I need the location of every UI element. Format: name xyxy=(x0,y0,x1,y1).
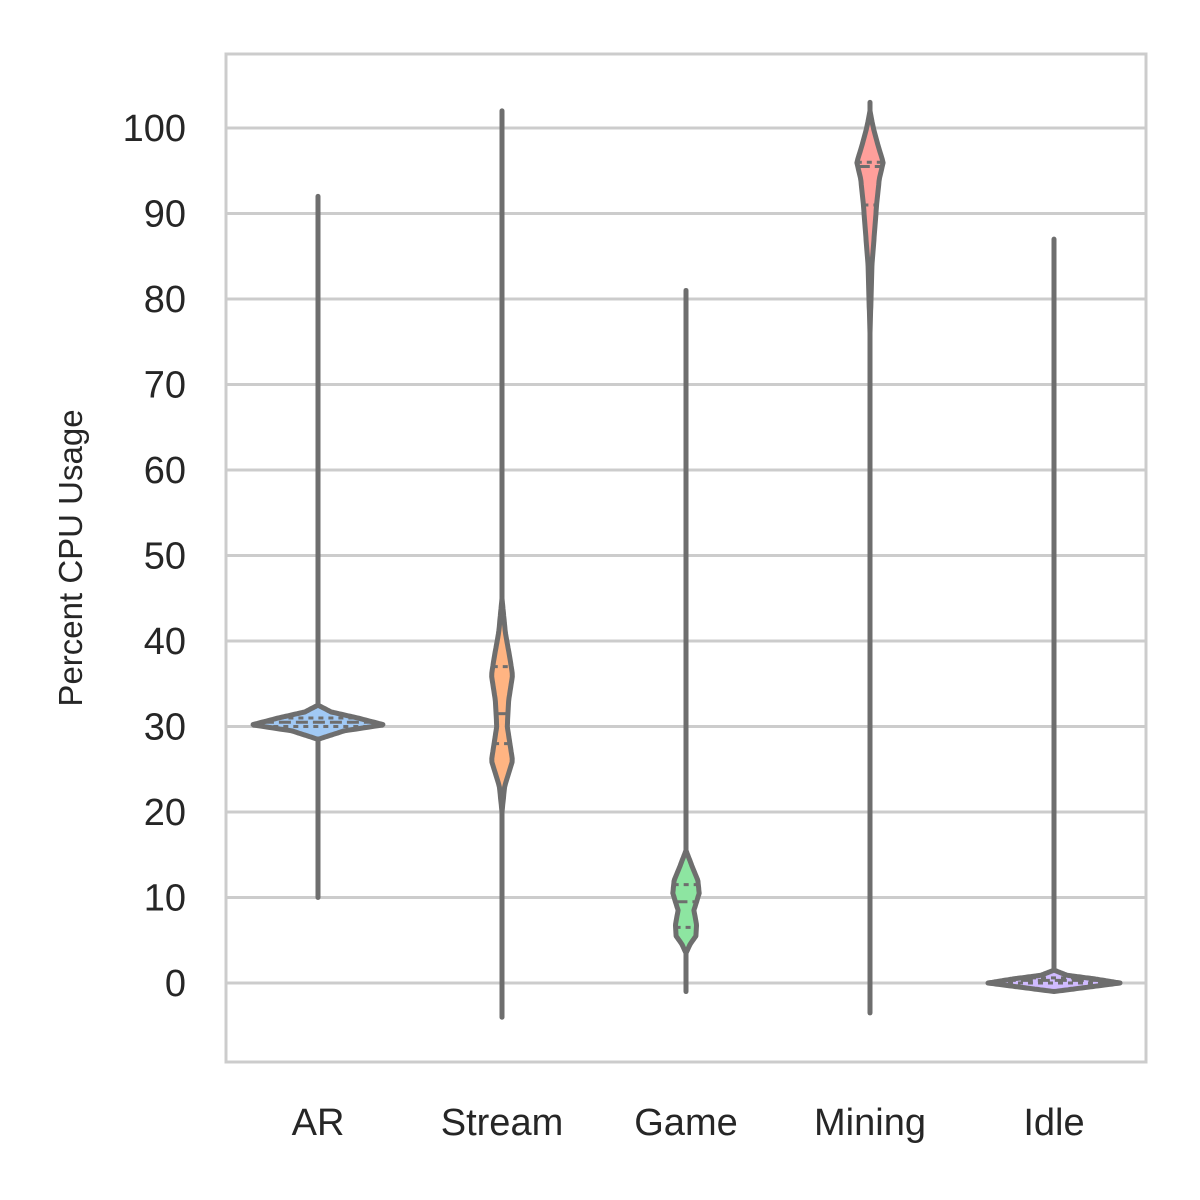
y-tick-label: 20 xyxy=(144,792,186,834)
x-tick-label: Idle xyxy=(1023,1102,1084,1144)
plot-frame xyxy=(224,52,1148,1064)
y-tick-label: 30 xyxy=(144,707,186,749)
y-tick-label: 0 xyxy=(165,963,186,1005)
x-tick-label: Game xyxy=(634,1102,737,1144)
x-tick-label: AR xyxy=(292,1102,345,1144)
y-tick-label: 90 xyxy=(144,194,186,236)
violin-idle xyxy=(985,236,1123,994)
y-tick-label: 50 xyxy=(144,536,186,578)
violin-ar xyxy=(250,193,386,900)
y-tick-label: 60 xyxy=(144,450,186,492)
y-axis-label: Percent CPU Usage xyxy=(52,409,89,706)
y-tick-label: 80 xyxy=(144,279,186,321)
y-tick-label: 70 xyxy=(144,365,186,407)
x-tick-labels: AR Stream Game Mining Idle xyxy=(292,1102,1085,1144)
x-tick-label: Mining xyxy=(814,1102,926,1144)
violin-game xyxy=(670,287,702,995)
y-tick-label: 10 xyxy=(144,878,186,920)
violin-body xyxy=(489,595,515,815)
y-tick-label: 100 xyxy=(123,108,186,150)
violins xyxy=(250,99,1123,1020)
y-tick-labels: 0 10 20 30 40 50 60 70 80 90 100 xyxy=(123,108,186,1005)
violin-mining xyxy=(854,99,886,1016)
violin-stream xyxy=(489,108,515,1020)
y-tick-label: 40 xyxy=(144,621,186,663)
x-tick-label: Stream xyxy=(441,1102,563,1144)
